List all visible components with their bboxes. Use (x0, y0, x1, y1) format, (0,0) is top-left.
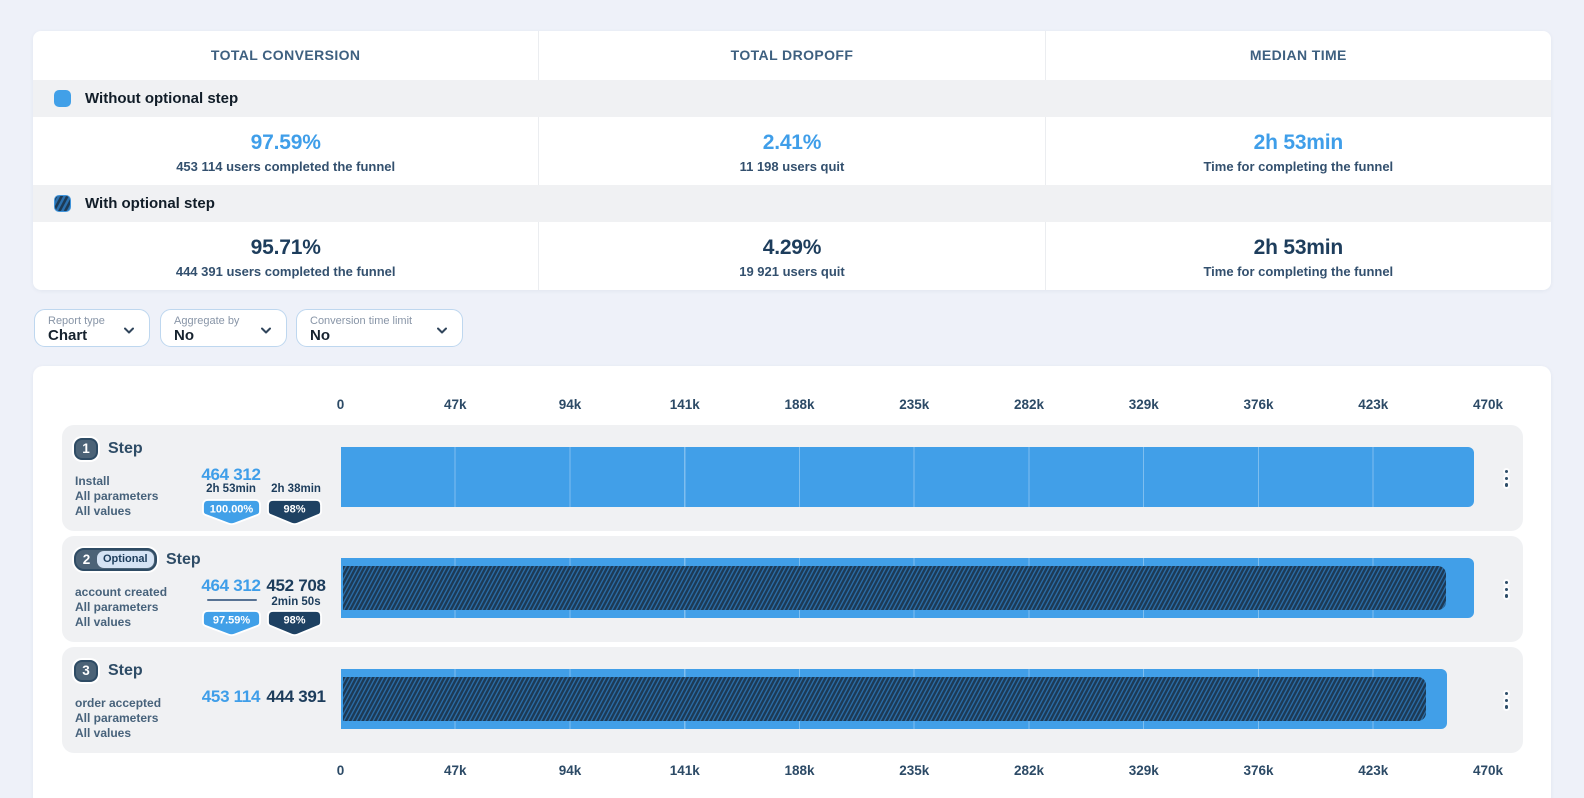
svg-text:100.00%: 100.00% (210, 504, 254, 516)
svg-text:97.59%: 97.59% (213, 615, 251, 627)
svg-text:98%: 98% (283, 615, 305, 627)
svg-text:98%: 98% (283, 504, 305, 516)
